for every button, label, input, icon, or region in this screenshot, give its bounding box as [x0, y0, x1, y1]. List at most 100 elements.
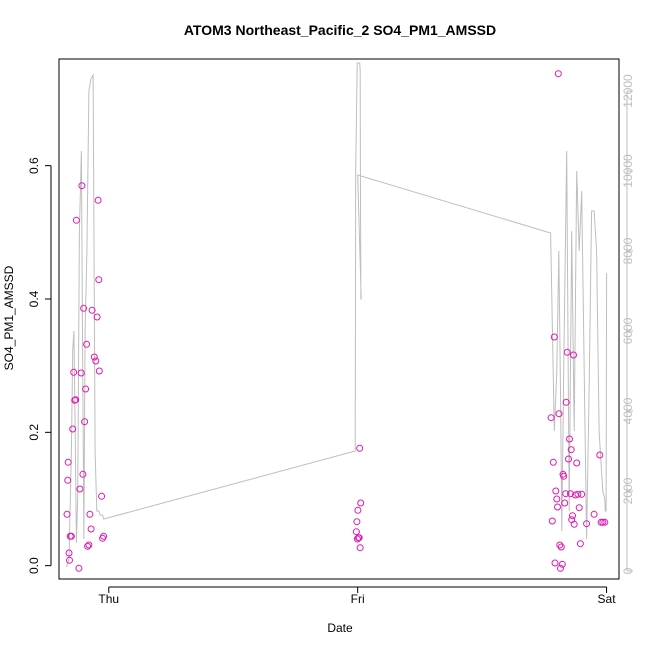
data-point	[565, 455, 572, 463]
data-point	[553, 495, 561, 503]
data-point	[556, 541, 564, 549]
data-point	[70, 368, 78, 376]
data-point	[557, 564, 564, 572]
data-point	[554, 503, 561, 511]
data-point	[88, 306, 96, 314]
data-point	[64, 476, 72, 484]
y-axis-label: SO4_PM1_AMSSD	[2, 265, 16, 370]
data-point	[563, 348, 571, 356]
data-point	[557, 543, 565, 551]
data-point	[583, 520, 591, 528]
data-point	[562, 398, 570, 406]
data-point	[599, 518, 607, 526]
data-point	[569, 512, 576, 520]
data-point	[552, 487, 560, 495]
data-point	[356, 444, 364, 452]
data-point	[558, 560, 566, 568]
data-point	[86, 510, 94, 518]
y-tick-label: 0.6	[27, 157, 41, 174]
data-point	[92, 357, 100, 365]
y2-tick-label: 6000	[621, 317, 635, 344]
data-point	[63, 510, 71, 518]
y2-tick-label: 0	[621, 567, 635, 574]
data-point	[548, 517, 556, 525]
data-point	[551, 559, 559, 567]
data-point	[98, 492, 106, 500]
y-tick-label: 0.4	[27, 290, 41, 307]
y2-tick-label: 8000	[621, 237, 635, 264]
points-series-layer	[63, 70, 609, 572]
data-point	[69, 425, 77, 433]
x-tick-label: Thu	[98, 592, 119, 606]
data-point	[80, 304, 88, 312]
data-point	[574, 490, 582, 498]
data-point	[566, 435, 573, 443]
data-point	[76, 485, 84, 493]
y2-tick-label: 12000	[621, 74, 635, 108]
x-tick-label: Sat	[598, 592, 617, 606]
data-point	[78, 182, 86, 190]
data-point	[352, 528, 360, 536]
data-point	[95, 367, 103, 375]
data-point	[93, 313, 101, 321]
series-line	[66, 62, 608, 568]
data-point	[578, 490, 586, 498]
data-point	[567, 446, 575, 454]
data-point	[573, 459, 581, 467]
data-point	[567, 490, 574, 498]
data-point	[64, 458, 72, 466]
x-tick-label: Fri	[351, 592, 365, 606]
data-point	[596, 451, 604, 459]
y-tick-label: 0.0	[27, 557, 41, 574]
data-point	[66, 556, 73, 564]
data-point	[83, 340, 91, 348]
data-point	[356, 544, 364, 552]
data-point	[77, 369, 85, 377]
data-point	[561, 499, 569, 507]
data-point	[554, 70, 562, 78]
data-point	[560, 472, 568, 480]
data-point	[100, 532, 108, 540]
data-point	[570, 351, 577, 359]
data-point	[354, 506, 362, 514]
data-point	[575, 504, 583, 512]
data-point	[84, 542, 92, 550]
y2-tick-label: 2000	[621, 477, 635, 504]
data-point	[94, 196, 102, 204]
data-point	[82, 385, 90, 393]
data-point	[562, 490, 570, 498]
data-point	[90, 353, 98, 361]
data-point	[357, 499, 365, 507]
y2-tick-label: 4000	[621, 397, 635, 424]
x-axis-label: Date	[327, 621, 353, 635]
data-point	[79, 470, 87, 478]
y-tick-label: 0.2	[27, 424, 41, 441]
data-point	[601, 518, 609, 526]
data-point	[72, 396, 80, 404]
data-point	[353, 518, 361, 526]
data-point	[550, 333, 558, 341]
data-point	[549, 458, 557, 466]
data-point	[81, 418, 89, 426]
data-point	[67, 532, 75, 540]
data-point	[353, 535, 361, 543]
plot-frame	[58, 58, 620, 580]
chart-title: ATOM3 Northeast_Pacific_2 SO4_PM1_AMSSD	[184, 22, 496, 38]
data-point	[87, 525, 95, 533]
data-point	[576, 540, 584, 548]
line-series-layer	[66, 62, 608, 568]
data-point	[590, 510, 598, 518]
data-point	[72, 216, 80, 224]
data-point	[355, 534, 363, 542]
y2-tick-label: 10000	[621, 154, 635, 188]
data-point	[95, 276, 103, 284]
data-point	[547, 414, 555, 422]
data-point	[85, 541, 93, 549]
data-point	[570, 520, 578, 528]
axes-layer: 0.0 0.2 0.4 0.6 0 2000 4000 6000 8000 10000 12000 T…	[27, 74, 635, 606]
data-point	[75, 564, 83, 572]
data-point	[65, 549, 73, 557]
